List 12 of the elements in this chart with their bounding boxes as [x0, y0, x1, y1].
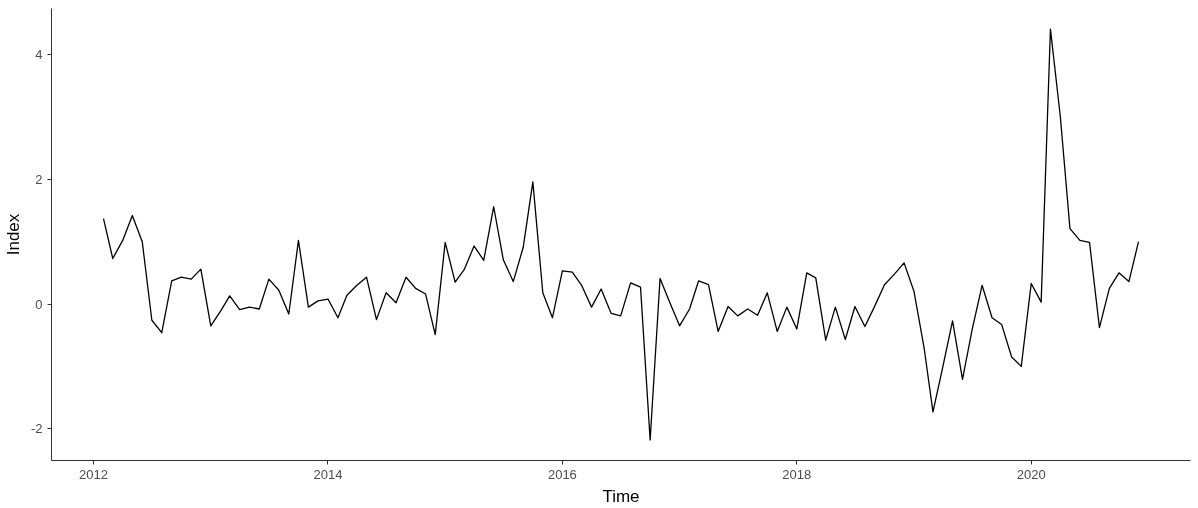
x-tick-label: 2018 [782, 466, 812, 482]
x-axis-title: Time [602, 486, 640, 506]
x-tick-label: 2012 [79, 466, 109, 482]
x-tick-label: 2020 [1016, 466, 1046, 482]
x-tick-label: 2016 [547, 466, 577, 482]
y-tick-label: 4 [35, 47, 43, 63]
line-series [102, 28, 1140, 441]
y-tick-label: 0 [35, 296, 43, 312]
x-tick-label: 2014 [313, 466, 343, 482]
y-tick-label: -2 [30, 421, 43, 437]
y-axis-title: Index [3, 213, 23, 256]
y-tick-label: 2 [35, 171, 43, 187]
